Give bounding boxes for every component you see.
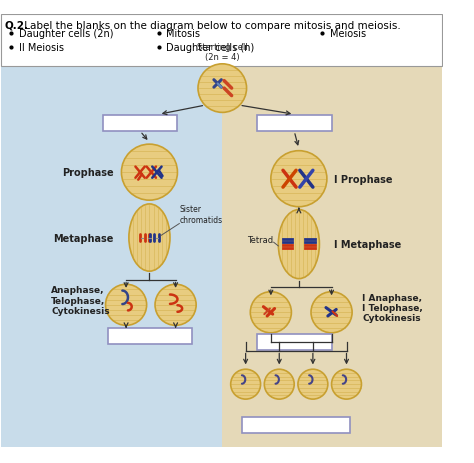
Ellipse shape	[250, 292, 292, 333]
Text: II Meiosis: II Meiosis	[18, 43, 64, 53]
Text: Q.2.: Q.2.	[5, 21, 28, 31]
FancyBboxPatch shape	[1, 15, 442, 67]
Ellipse shape	[121, 145, 177, 201]
Ellipse shape	[231, 369, 261, 399]
Ellipse shape	[198, 65, 246, 113]
FancyBboxPatch shape	[257, 115, 331, 131]
Ellipse shape	[129, 205, 170, 272]
Text: Prophase: Prophase	[62, 168, 114, 178]
FancyBboxPatch shape	[109, 328, 192, 344]
FancyBboxPatch shape	[103, 115, 177, 131]
Text: Label the blanks on the diagram below to compare mitosis and meiosis.: Label the blanks on the diagram below to…	[21, 21, 401, 31]
Ellipse shape	[298, 369, 328, 399]
Ellipse shape	[331, 369, 362, 399]
Text: I Metaphase: I Metaphase	[334, 239, 401, 250]
Text: Daughter cells (n): Daughter cells (n)	[166, 43, 255, 53]
FancyBboxPatch shape	[257, 334, 331, 350]
Ellipse shape	[264, 369, 294, 399]
Text: I Anaphase,
I Telophase,
Cytokinesis: I Anaphase, I Telophase, Cytokinesis	[363, 293, 423, 323]
Ellipse shape	[311, 292, 352, 333]
Ellipse shape	[271, 151, 327, 207]
Text: Starting cell
(2n = 4): Starting cell (2n = 4)	[197, 43, 247, 62]
Text: Sister
chromatids: Sister chromatids	[179, 205, 222, 224]
Text: Mitosis: Mitosis	[166, 29, 200, 39]
Ellipse shape	[106, 285, 146, 325]
Text: I Prophase: I Prophase	[334, 175, 393, 184]
FancyBboxPatch shape	[242, 418, 350, 433]
FancyBboxPatch shape	[222, 67, 442, 447]
Ellipse shape	[278, 210, 319, 279]
Text: Anaphase,
Telophase,
Cytokinesis: Anaphase, Telophase, Cytokinesis	[51, 286, 110, 315]
Text: Daughter cells (2n): Daughter cells (2n)	[18, 29, 113, 39]
Text: Metaphase: Metaphase	[54, 233, 114, 243]
Text: Meiosis: Meiosis	[330, 29, 366, 39]
Ellipse shape	[155, 285, 196, 325]
FancyBboxPatch shape	[1, 67, 222, 447]
Text: Tetrad: Tetrad	[247, 235, 273, 244]
